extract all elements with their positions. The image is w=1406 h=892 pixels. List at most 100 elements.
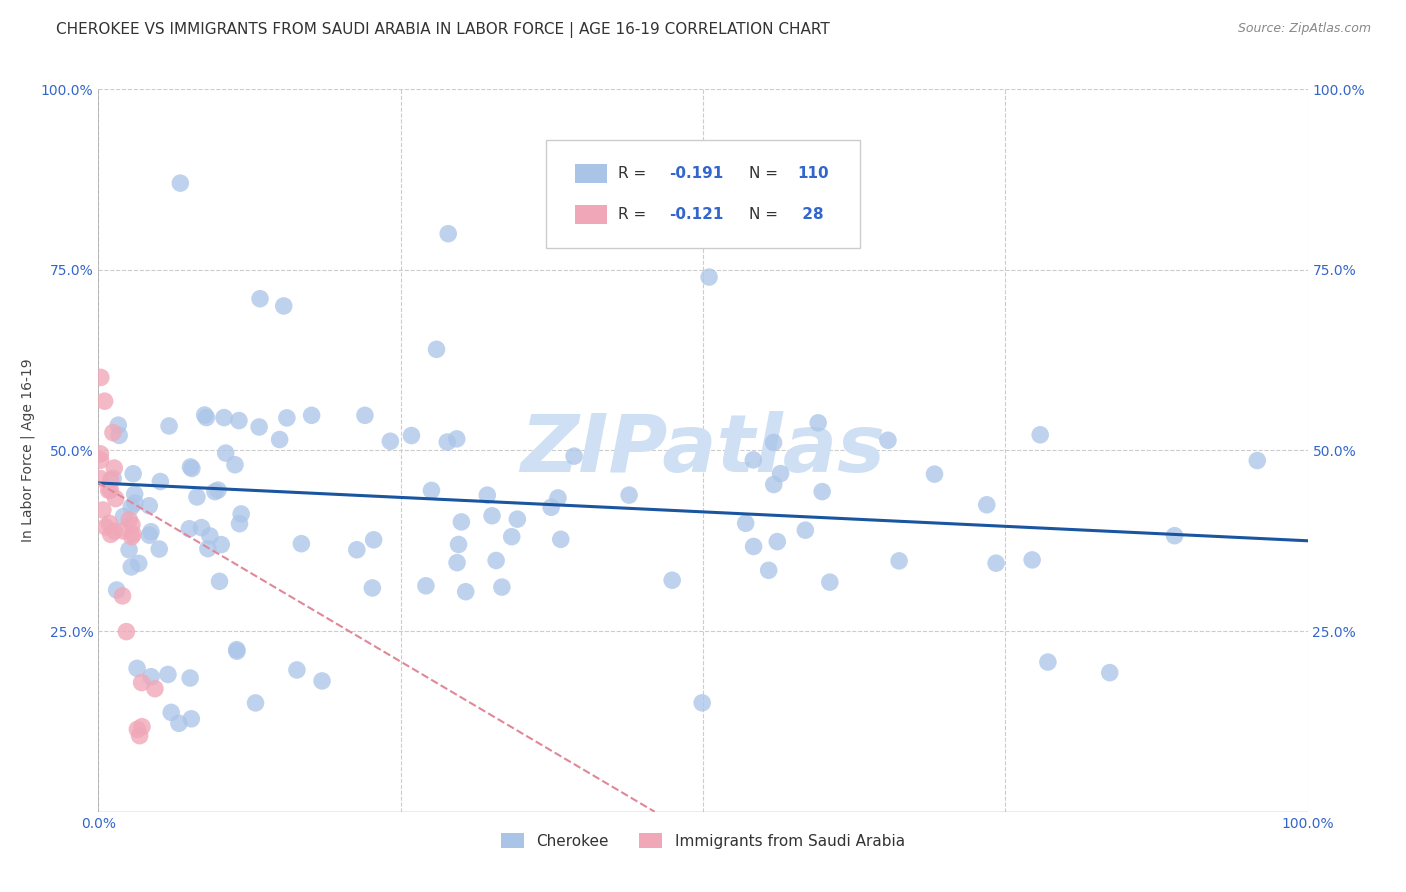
- Point: [100, 527, 122, 541]
- Text: -0.121: -0.121: [669, 207, 724, 222]
- Point: [976, 498, 998, 512]
- Point: [89, 447, 111, 461]
- Point: [157, 419, 180, 434]
- Point: [446, 432, 468, 446]
- Point: [301, 409, 323, 423]
- Point: [762, 477, 785, 491]
- Text: -0.191: -0.191: [669, 166, 724, 181]
- Point: [361, 581, 384, 595]
- Point: [208, 574, 231, 589]
- Point: [231, 507, 253, 521]
- Point: [198, 529, 221, 543]
- Point: [924, 467, 946, 482]
- Point: [228, 414, 250, 428]
- Point: [122, 527, 145, 541]
- Point: [122, 467, 145, 481]
- Point: [91, 503, 114, 517]
- Point: [156, 667, 179, 681]
- Point: [139, 670, 162, 684]
- Point: [273, 299, 295, 313]
- Point: [690, 696, 713, 710]
- Point: [90, 453, 112, 467]
- Point: [207, 483, 229, 497]
- Point: [984, 556, 1007, 570]
- Point: [118, 513, 141, 527]
- Point: [108, 428, 131, 442]
- Point: [380, 434, 402, 449]
- Point: [111, 589, 134, 603]
- Point: [437, 227, 460, 241]
- Point: [1036, 655, 1059, 669]
- Point: [1098, 665, 1121, 680]
- Point: [734, 516, 756, 531]
- Point: [125, 661, 148, 675]
- Point: [120, 500, 142, 514]
- Point: [247, 420, 270, 434]
- FancyBboxPatch shape: [575, 163, 607, 183]
- Point: [818, 575, 841, 590]
- Point: [128, 729, 150, 743]
- Point: [550, 533, 572, 547]
- Point: [346, 542, 368, 557]
- Point: [89, 471, 111, 485]
- Point: [1021, 553, 1043, 567]
- Point: [887, 554, 910, 568]
- Point: [226, 644, 249, 658]
- Point: [160, 706, 183, 720]
- Point: [94, 520, 117, 534]
- Point: [197, 541, 219, 556]
- Point: [311, 673, 333, 688]
- Point: [107, 418, 129, 433]
- Text: Source: ZipAtlas.com: Source: ZipAtlas.com: [1237, 22, 1371, 36]
- Y-axis label: In Labor Force | Age 16-19: In Labor Force | Age 16-19: [21, 359, 35, 542]
- Point: [190, 521, 212, 535]
- Point: [167, 716, 190, 731]
- Point: [481, 508, 503, 523]
- Point: [501, 530, 523, 544]
- FancyBboxPatch shape: [575, 205, 607, 225]
- Point: [877, 434, 900, 448]
- Point: [143, 681, 166, 696]
- Point: [121, 530, 143, 544]
- Point: [420, 483, 443, 498]
- Point: [120, 560, 142, 574]
- Text: N =: N =: [749, 166, 783, 181]
- Point: [124, 496, 146, 510]
- Text: N =: N =: [749, 207, 783, 222]
- Point: [506, 512, 529, 526]
- Point: [1163, 529, 1185, 543]
- Point: [212, 410, 235, 425]
- Text: CHEROKEE VS IMMIGRANTS FROM SAUDI ARABIA IN LABOR FORCE | AGE 16-19 CORRELATION : CHEROKEE VS IMMIGRANTS FROM SAUDI ARABIA…: [56, 22, 830, 38]
- Point: [766, 534, 789, 549]
- Point: [617, 488, 640, 502]
- Point: [148, 542, 170, 557]
- Point: [547, 491, 569, 505]
- Point: [811, 484, 834, 499]
- Point: [127, 723, 149, 737]
- Point: [131, 720, 153, 734]
- Point: [225, 642, 247, 657]
- Point: [101, 425, 124, 440]
- Point: [180, 461, 202, 475]
- Point: [100, 473, 122, 487]
- Point: [104, 491, 127, 506]
- FancyBboxPatch shape: [546, 140, 860, 248]
- Point: [131, 675, 153, 690]
- Point: [138, 528, 160, 542]
- Point: [124, 487, 146, 501]
- Point: [103, 461, 125, 475]
- Point: [179, 522, 201, 536]
- Point: [485, 553, 508, 567]
- Point: [269, 433, 291, 447]
- Point: [697, 270, 720, 285]
- Point: [90, 370, 112, 384]
- Point: [139, 524, 162, 539]
- Point: [103, 524, 125, 539]
- Point: [138, 499, 160, 513]
- Point: [354, 409, 377, 423]
- Point: [285, 663, 308, 677]
- Point: [807, 416, 830, 430]
- Point: [762, 435, 785, 450]
- Text: R =: R =: [619, 207, 651, 222]
- Point: [661, 573, 683, 587]
